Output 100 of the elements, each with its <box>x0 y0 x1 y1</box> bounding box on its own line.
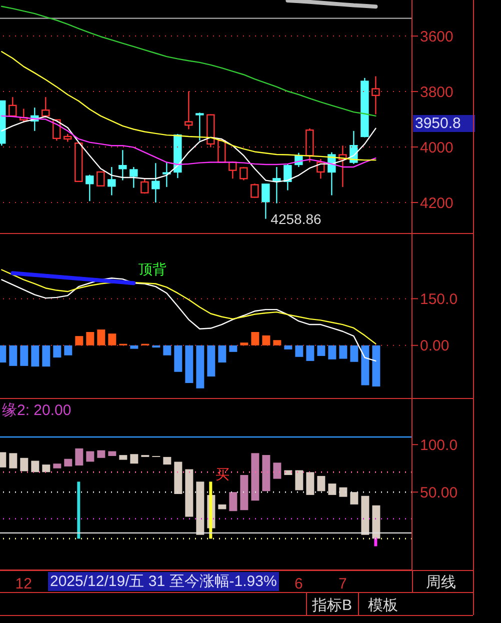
line-series <box>1 6 376 117</box>
y-tick-label: 3800 <box>420 84 454 101</box>
data-label: 顶背 <box>138 261 167 280</box>
candlestick <box>284 163 292 191</box>
x-tick-label: 7 <box>338 576 347 593</box>
bar <box>218 345 226 363</box>
bar <box>174 345 182 372</box>
bar <box>174 462 182 494</box>
bar <box>130 454 138 464</box>
bar <box>20 458 28 472</box>
text: 模板 <box>368 596 398 615</box>
bar <box>295 345 304 357</box>
bar <box>64 458 72 466</box>
bar <box>273 340 282 346</box>
line-series <box>286 0 378 9</box>
bar <box>317 476 326 492</box>
candlestick <box>152 162 160 204</box>
candlestick <box>118 149 127 181</box>
bar <box>9 345 18 366</box>
candlestick <box>250 183 259 198</box>
bar <box>262 455 270 492</box>
bar <box>108 334 116 346</box>
bar <box>262 335 270 346</box>
y-tick-label: 50.00 <box>420 484 458 502</box>
x-tick-label: 6 <box>294 576 303 593</box>
y-tick-label: 150.0 <box>420 291 458 308</box>
bar <box>86 332 94 346</box>
bar <box>339 487 348 497</box>
bar <box>295 470 304 490</box>
candlestick <box>140 178 149 194</box>
bar <box>240 475 248 510</box>
bar <box>196 482 204 535</box>
bar <box>251 453 260 501</box>
bar <box>86 451 94 462</box>
bar <box>317 345 326 356</box>
bar <box>361 345 370 386</box>
bar <box>20 345 28 366</box>
bar <box>350 492 358 504</box>
bar <box>185 345 194 384</box>
candlestick <box>130 166 138 188</box>
bar <box>328 484 336 495</box>
text: 指标B <box>312 596 352 615</box>
bar <box>31 345 40 367</box>
bar <box>339 345 348 359</box>
bar <box>9 453 18 468</box>
bar <box>251 332 260 346</box>
bar <box>350 345 358 362</box>
bar <box>306 345 314 361</box>
bar <box>207 345 216 377</box>
candlestick <box>86 174 94 202</box>
bar <box>97 330 106 346</box>
candlestick <box>262 184 270 220</box>
bar <box>64 345 72 356</box>
bar <box>119 455 128 460</box>
y-tick-label: 0.00 <box>420 338 450 355</box>
bar <box>42 345 50 367</box>
bar <box>372 345 380 386</box>
bar <box>240 342 248 346</box>
text: 3950.8 <box>413 115 475 132</box>
bar <box>75 336 84 346</box>
bar <box>31 460 40 472</box>
bar <box>361 496 370 535</box>
candlestick <box>184 90 193 130</box>
y-tick-label: 4200 <box>420 194 454 212</box>
candlestick <box>108 166 116 196</box>
bar <box>77 482 80 539</box>
bar <box>163 345 172 356</box>
text: 2025/12/19/五 31 至今涨幅-1.93% <box>48 572 279 591</box>
text: 4258.86 <box>270 210 322 227</box>
bar <box>130 345 138 349</box>
bar <box>53 345 62 358</box>
bar <box>374 538 378 546</box>
bar <box>163 456 172 465</box>
bar <box>75 448 84 466</box>
text: 周线 <box>426 573 456 592</box>
bar <box>372 505 380 539</box>
candlestick <box>8 96 17 118</box>
bar <box>209 482 212 539</box>
bar <box>108 451 116 456</box>
data-label: 买 <box>216 466 230 484</box>
x-tick-label: 12 <box>15 576 32 593</box>
bar <box>97 450 106 458</box>
bar <box>229 492 238 512</box>
bar <box>185 469 194 517</box>
bar <box>229 345 238 352</box>
bar <box>284 345 292 350</box>
candlestick <box>96 170 105 186</box>
line-series <box>1 278 376 362</box>
annotation: 缘2: 20.00 <box>2 401 72 420</box>
y-tick-label: 4000 <box>420 139 454 156</box>
candlestick <box>162 162 171 188</box>
bar <box>42 464 50 472</box>
y-tick-label: 100.0 <box>420 436 458 454</box>
bar <box>218 504 226 510</box>
bar <box>196 345 204 388</box>
bar <box>273 462 282 479</box>
candlestick <box>372 76 380 115</box>
candlestick <box>240 166 248 181</box>
candlestick <box>42 96 50 118</box>
candlestick <box>196 112 204 142</box>
